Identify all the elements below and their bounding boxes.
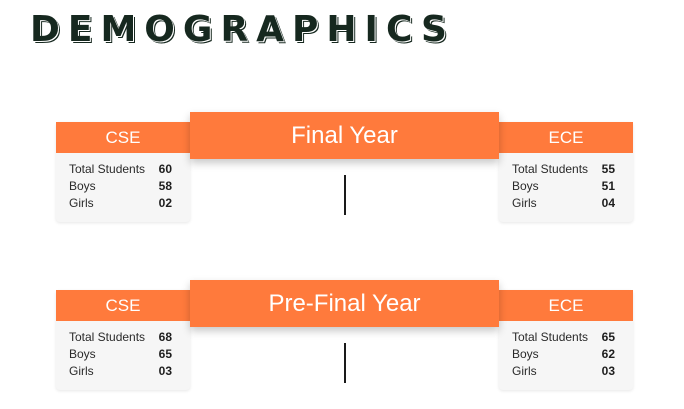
dept-name: ECE bbox=[499, 122, 633, 153]
stat-row: Boys 65 bbox=[69, 346, 178, 363]
stat-label: Total Students bbox=[69, 330, 146, 344]
stat-list: Total Students 55 Boys 51 Girls 04 bbox=[499, 153, 633, 212]
cse-card: CSE Total Students 68 Boys 65 Girls 03 bbox=[56, 290, 190, 390]
stat-value: 65 bbox=[158, 347, 172, 361]
final-year-section: CSE Total Students 60 Boys 58 Girls 02 F… bbox=[0, 112, 684, 222]
stat-row: Boys 62 bbox=[512, 346, 621, 363]
stat-row: Girls 04 bbox=[512, 195, 621, 212]
stat-value: 02 bbox=[158, 196, 172, 210]
stat-row: Total Students 68 bbox=[69, 329, 178, 346]
stat-label: Boys bbox=[512, 179, 539, 193]
stat-row: Total Students 65 bbox=[512, 329, 621, 346]
pre-final-year-section: CSE Total Students 68 Boys 65 Girls 03 P… bbox=[0, 280, 684, 390]
year-banner: Pre-Final Year bbox=[190, 280, 499, 327]
stat-value: 62 bbox=[601, 347, 615, 361]
dept-name: CSE bbox=[56, 122, 190, 153]
stat-value: 58 bbox=[158, 179, 172, 193]
connector-line bbox=[344, 175, 346, 215]
stat-label: Girls bbox=[512, 364, 537, 378]
stat-label: Girls bbox=[512, 196, 537, 210]
stat-row: Girls 03 bbox=[512, 363, 621, 380]
stat-label: Girls bbox=[69, 196, 94, 210]
stat-label: Total Students bbox=[69, 162, 146, 176]
dept-name: CSE bbox=[56, 290, 190, 321]
ece-card: ECE Total Students 55 Boys 51 Girls 04 bbox=[499, 122, 633, 222]
stat-value: 51 bbox=[601, 179, 615, 193]
stat-list: Total Students 65 Boys 62 Girls 03 bbox=[499, 321, 633, 380]
stat-list: Total Students 60 Boys 58 Girls 02 bbox=[56, 153, 190, 212]
stat-row: Total Students 60 bbox=[69, 161, 178, 178]
stat-label: Boys bbox=[69, 347, 96, 361]
dept-name: ECE bbox=[499, 290, 633, 321]
stat-row: Boys 58 bbox=[69, 178, 178, 195]
stat-value: 55 bbox=[601, 162, 615, 176]
year-banner: Final Year bbox=[190, 112, 499, 159]
stat-label: Total Students bbox=[512, 330, 589, 344]
cse-card: CSE Total Students 60 Boys 58 Girls 02 bbox=[56, 122, 190, 222]
stat-row: Total Students 55 bbox=[512, 161, 621, 178]
page-title: DEMOGRAPHICS bbox=[30, 9, 455, 50]
stat-row: Girls 02 bbox=[69, 195, 178, 212]
stat-value: 04 bbox=[601, 196, 615, 210]
stat-row: Girls 03 bbox=[69, 363, 178, 380]
stat-value: 03 bbox=[158, 364, 172, 378]
stat-list: Total Students 68 Boys 65 Girls 03 bbox=[56, 321, 190, 380]
connector-line bbox=[344, 343, 346, 383]
stat-value: 60 bbox=[158, 162, 172, 176]
stat-value: 03 bbox=[601, 364, 615, 378]
stat-label: Girls bbox=[69, 364, 94, 378]
stat-label: Boys bbox=[69, 179, 96, 193]
stat-label: Boys bbox=[512, 347, 539, 361]
ece-card: ECE Total Students 65 Boys 62 Girls 03 bbox=[499, 290, 633, 390]
stat-value: 65 bbox=[601, 330, 615, 344]
stat-value: 68 bbox=[158, 330, 172, 344]
stat-label: Total Students bbox=[512, 162, 589, 176]
stat-row: Boys 51 bbox=[512, 178, 621, 195]
